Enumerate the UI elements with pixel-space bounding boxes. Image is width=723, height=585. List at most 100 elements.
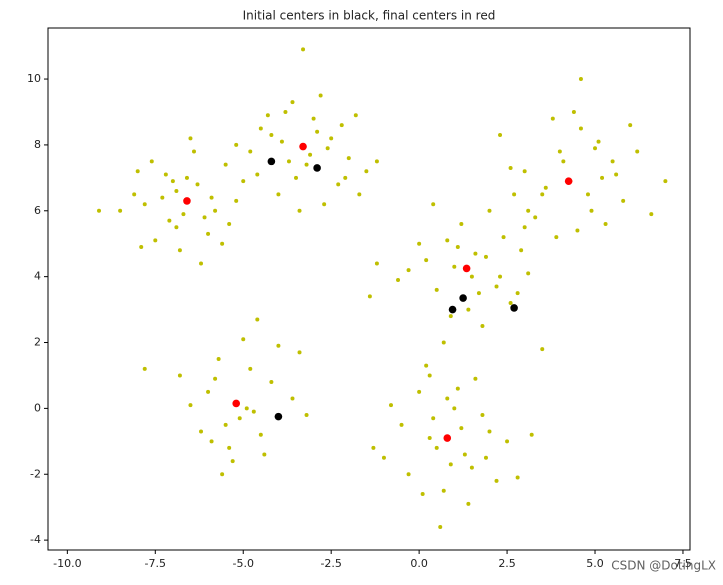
data-point <box>301 47 306 52</box>
data-point <box>371 445 376 450</box>
x-tick-label: -2.5 <box>320 557 341 570</box>
watermark: CSDN @DotingLX <box>611 559 716 573</box>
data-point <box>269 133 274 138</box>
x-tick-label: 0.0 <box>410 557 428 570</box>
data-point <box>304 162 309 167</box>
data-point <box>635 149 640 154</box>
data-point <box>505 439 510 444</box>
data-point <box>195 182 200 187</box>
data-point <box>279 139 284 144</box>
data-point <box>388 403 393 408</box>
data-point <box>487 208 492 213</box>
data-point <box>223 422 228 427</box>
data-point <box>227 445 232 450</box>
data-point <box>455 245 460 250</box>
y-tick-label: 10 <box>27 72 41 85</box>
data-point <box>427 373 432 378</box>
data-point <box>174 225 179 230</box>
data-point <box>441 340 446 345</box>
data-point <box>97 208 102 213</box>
data-point <box>473 251 478 256</box>
data-point <box>526 271 531 276</box>
data-point <box>452 406 457 411</box>
data-point <box>603 221 608 226</box>
data-point <box>473 376 478 381</box>
data-point <box>188 136 193 141</box>
data-point <box>139 245 144 250</box>
data-point <box>220 241 225 246</box>
data-point <box>209 195 214 200</box>
data-point <box>600 175 605 180</box>
data-point <box>142 202 147 207</box>
data-point <box>571 109 576 114</box>
data-point <box>220 472 225 477</box>
data-point <box>283 109 288 114</box>
data-point <box>522 169 527 174</box>
center-point <box>299 142 307 151</box>
data-point <box>286 159 291 164</box>
data-point <box>561 159 566 164</box>
data-point <box>315 129 320 134</box>
data-point <box>452 264 457 269</box>
data-point <box>357 192 362 197</box>
data-point <box>290 100 295 105</box>
data-point <box>483 455 488 460</box>
data-point <box>364 169 369 174</box>
data-point <box>578 126 583 131</box>
center-point <box>459 294 467 302</box>
data-point <box>462 452 467 457</box>
data-point <box>234 142 239 147</box>
center-point <box>510 304 518 312</box>
data-point <box>206 231 211 236</box>
y-tick-label: 2 <box>34 336 41 349</box>
data-point <box>540 347 545 352</box>
data-point <box>417 241 422 246</box>
data-point <box>297 208 302 213</box>
data-point <box>459 426 464 431</box>
data-point <box>406 472 411 477</box>
data-point <box>248 366 253 371</box>
data-point <box>448 314 453 319</box>
data-point <box>248 149 253 154</box>
data-point <box>343 175 348 180</box>
data-point <box>258 432 263 437</box>
data-point <box>227 221 232 226</box>
x-tick-label: -7.5 <box>145 557 166 570</box>
data-point <box>512 192 517 197</box>
data-point <box>230 459 235 464</box>
data-point <box>329 136 334 141</box>
center-point <box>274 412 283 421</box>
data-point <box>578 77 583 82</box>
data-point <box>153 238 158 243</box>
center-point <box>232 399 241 408</box>
data-point <box>596 139 601 144</box>
data-point <box>255 172 260 177</box>
data-point <box>255 317 260 322</box>
data-point <box>149 159 154 164</box>
data-point <box>466 307 471 312</box>
data-point <box>213 376 218 381</box>
center-point <box>443 434 452 442</box>
data-point <box>455 386 460 391</box>
data-point <box>466 501 471 506</box>
data-point <box>540 192 545 197</box>
data-point <box>258 126 263 131</box>
data-point <box>374 159 379 164</box>
y-tick-label: -2 <box>30 467 41 480</box>
data-point <box>445 396 450 401</box>
data-point <box>339 123 344 128</box>
data-point <box>174 189 179 194</box>
x-tick-label: -5.0 <box>233 557 254 570</box>
data-point <box>526 208 531 213</box>
data-point <box>265 113 270 118</box>
data-point <box>494 478 499 483</box>
data-point <box>554 235 559 240</box>
data-point <box>649 212 654 217</box>
data-point <box>427 436 432 441</box>
data-point <box>610 159 615 164</box>
data-point <box>311 116 316 121</box>
data-point <box>213 208 218 213</box>
data-point <box>374 261 379 266</box>
data-point <box>132 192 137 197</box>
data-point <box>202 215 207 220</box>
